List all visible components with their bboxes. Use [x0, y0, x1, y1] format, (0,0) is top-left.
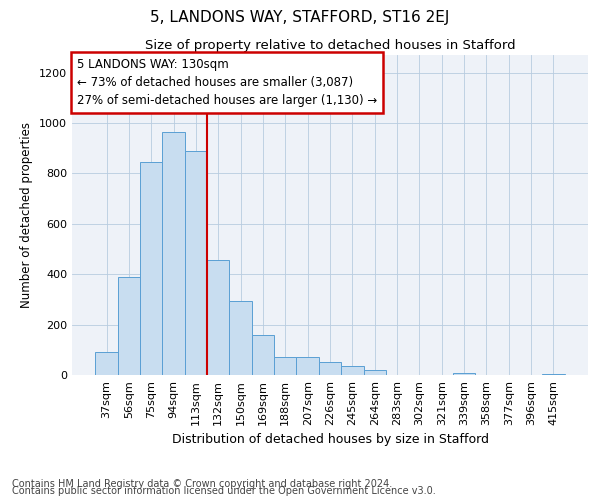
- Bar: [207, 260, 229, 375]
- Text: Contains HM Land Registry data © Crown copyright and database right 2024.: Contains HM Land Registry data © Crown c…: [12, 479, 392, 489]
- Bar: [163, 132, 185, 375]
- Bar: [95, 352, 118, 375]
- Bar: [319, 362, 341, 375]
- Title: Size of property relative to detached houses in Stafford: Size of property relative to detached ho…: [145, 40, 515, 52]
- Bar: [229, 300, 252, 375]
- Bar: [252, 334, 274, 375]
- Y-axis label: Number of detached properties: Number of detached properties: [20, 122, 34, 308]
- Bar: [542, 374, 565, 375]
- Bar: [274, 358, 296, 375]
- Text: 5, LANDONS WAY, STAFFORD, ST16 2EJ: 5, LANDONS WAY, STAFFORD, ST16 2EJ: [151, 10, 449, 25]
- Bar: [341, 366, 364, 375]
- Bar: [453, 373, 475, 375]
- X-axis label: Distribution of detached houses by size in Stafford: Distribution of detached houses by size …: [172, 433, 488, 446]
- Bar: [185, 150, 207, 375]
- Bar: [296, 358, 319, 375]
- Bar: [140, 162, 163, 375]
- Text: 5 LANDONS WAY: 130sqm
← 73% of detached houses are smaller (3,087)
27% of semi-d: 5 LANDONS WAY: 130sqm ← 73% of detached …: [77, 58, 377, 107]
- Text: Contains public sector information licensed under the Open Government Licence v3: Contains public sector information licen…: [12, 486, 436, 496]
- Bar: [364, 370, 386, 375]
- Bar: [118, 276, 140, 375]
